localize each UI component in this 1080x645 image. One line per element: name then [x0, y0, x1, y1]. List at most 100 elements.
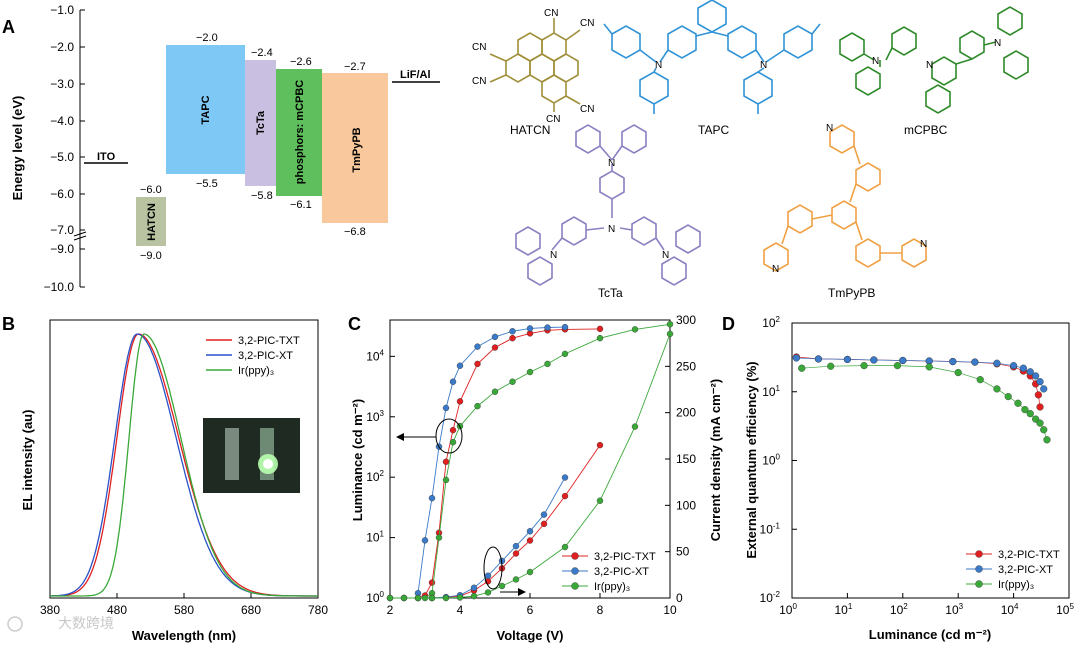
c-y2-tick-label: 150	[676, 452, 696, 466]
c-x-axis-label: Voltage (V)	[497, 628, 564, 643]
c-luminance-point	[561, 350, 569, 358]
d-series-point	[1036, 419, 1044, 427]
nitrogen-atom-label: N	[920, 239, 927, 250]
c-current-point	[596, 497, 604, 504]
c-x-tick-label: 6	[527, 603, 534, 617]
d-legend-marker	[975, 565, 983, 573]
d-series-point	[870, 356, 878, 364]
energy-axis-label: Energy level (eV)	[10, 96, 25, 201]
d-series-point	[1043, 436, 1051, 444]
d-series-point	[1034, 391, 1042, 399]
c-luminance-point	[428, 494, 436, 502]
c-y-tick-label: 102	[366, 469, 384, 484]
hatcn-layer	[136, 197, 166, 246]
d-series-point	[993, 359, 1001, 367]
panel-b: B 380 480 580 680 780 Wavelength (nm) EL int…	[2, 314, 328, 643]
tcta-structure	[515, 124, 701, 286]
panel-letter-d: D	[722, 314, 735, 334]
d-series-point	[949, 357, 957, 366]
b-x-tick-label: 780	[308, 603, 328, 617]
d-y-tick-label: 102	[762, 315, 780, 330]
tapc-n-labels: N N	[655, 60, 767, 71]
d-x-tick-label: 100	[779, 602, 797, 617]
d-x-tick-label: 103	[945, 602, 963, 617]
tcta-bottom-level: −5.8	[251, 190, 273, 202]
energy-tick-label: −9.0	[50, 242, 74, 256]
d-x-tick-label: 105	[1056, 602, 1074, 617]
d-series-line	[796, 357, 1045, 390]
d-x-tick-exponent: 4	[1014, 602, 1019, 611]
hatcn-top-level: −6.0	[140, 184, 162, 196]
d-x-tick-exponent: 2	[903, 602, 908, 611]
c-current-point	[456, 594, 464, 601]
nitrogen-atom-label: N	[994, 38, 1001, 49]
c-luminance-point	[509, 378, 516, 385]
nitrogen-atom-label: N	[926, 60, 933, 71]
c-current-point	[561, 474, 569, 481]
c-luminance-point	[491, 333, 499, 341]
d-series-point	[971, 358, 979, 366]
c-luminance-point	[449, 426, 457, 434]
c-current-point	[414, 594, 422, 602]
tcta-layer-label: TcTa	[255, 110, 267, 135]
c-current-point	[561, 543, 569, 551]
c-luminance-point	[596, 325, 604, 333]
d-y-tick-label: 10-2	[760, 590, 781, 605]
d-y-tick-exponent: 2	[776, 315, 781, 324]
c-y-tick-exponent: 0	[380, 590, 385, 599]
c-y-tick-label: 103	[366, 409, 384, 424]
d-y-tick-exponent: -2	[773, 590, 781, 599]
c-current-point	[512, 550, 520, 557]
energy-tick-label: −4.0	[50, 114, 74, 128]
c-luminance-point	[435, 534, 443, 541]
watermark-text: 大数跨境	[58, 615, 114, 631]
d-series-point	[893, 362, 902, 370]
d-series-point	[827, 362, 835, 370]
b-x-tick-label: 380	[40, 603, 60, 617]
c-y-tick-exponent: 1	[380, 530, 385, 539]
panel-c: C 2 4 6 8 1010010110210310405010015020025030…	[348, 313, 723, 643]
b-spectra	[50, 333, 318, 597]
b-x-tick-label: 580	[174, 603, 194, 617]
c-current-point	[484, 572, 492, 579]
d-series-point	[1009, 362, 1018, 370]
nitrogen-atom-label: N	[550, 250, 557, 261]
c-luminance-point	[474, 343, 481, 350]
d-series-point	[1026, 410, 1034, 418]
panel-letter-c: C	[348, 314, 361, 334]
c-x-tick-label: 10	[663, 603, 677, 617]
d-y-tick-label: 100	[762, 453, 780, 468]
nitrogen-atom-label: N	[608, 224, 615, 235]
tapc-top-level: −2.0	[196, 32, 218, 44]
d-series-point	[1040, 426, 1048, 434]
c-current-point	[484, 589, 492, 596]
b-legend-label: 3,2-PIC-XT	[238, 350, 293, 362]
c-luminance-point	[442, 404, 450, 412]
cn-group-label: CN	[544, 8, 558, 19]
c-y-tick-exponent: 2	[380, 469, 385, 478]
d-series-point	[1014, 399, 1022, 407]
d-series-point	[993, 385, 1001, 393]
hatcn-structure	[489, 18, 581, 112]
d-series-point	[1004, 393, 1012, 401]
d-y-tick-exponent: 1	[776, 384, 781, 393]
b-legend-label: Ir(ppy)₃	[238, 365, 274, 377]
d-series-point	[1019, 364, 1027, 372]
d-series-point	[1021, 406, 1029, 414]
mcpbc-n-labels: N N N	[872, 38, 1001, 71]
hatcn-bottom-level: −9.0	[140, 250, 162, 262]
d-series-point	[860, 362, 868, 370]
nitrogen-atom-label: N	[760, 60, 767, 71]
c-luminance-point	[509, 334, 516, 342]
c-legend-label: 3,2-PIC-TXT	[594, 551, 656, 563]
d-series-point	[1036, 378, 1044, 386]
tmpypb-bottom-level: −6.8	[344, 226, 366, 238]
c-y2-tick-label: 250	[676, 359, 696, 373]
c-y-tick-exponent: 4	[380, 348, 385, 357]
c-y2-tick-label: 300	[676, 313, 696, 327]
c-y2-tick-label: 100	[676, 498, 696, 512]
c-luminance-point	[631, 326, 639, 333]
